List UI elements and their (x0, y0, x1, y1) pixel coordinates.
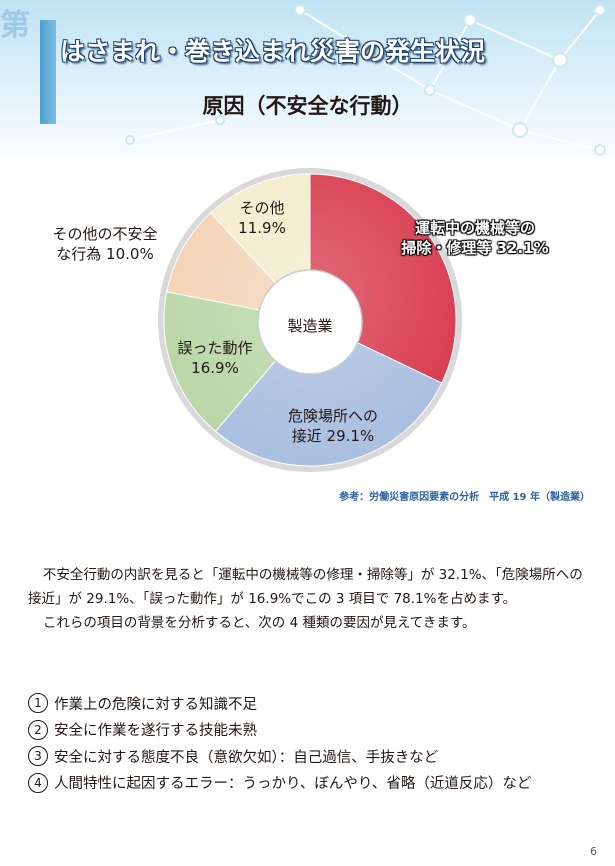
page-subtitle: 原因（不安全な行動） (202, 94, 413, 118)
chapter-char: 第 (0, 8, 30, 43)
slice-label-operation-line1: 運転中の機械等の (414, 219, 535, 237)
factor-number: 4 (28, 772, 48, 793)
header-background (0, 0, 615, 170)
slice-label-other-unsafe-line2: な行為 10.0% (56, 245, 154, 263)
factor-item: 4 人間特性に起因するエラー：うっかり、ぼんやり、省略（近道反応）など (28, 772, 608, 794)
pie-chart (158, 168, 462, 472)
slice-label-approach-line1: 危険場所への (287, 407, 378, 425)
pie-center-label: 製造業 (287, 317, 333, 335)
factor-item: 1 作業上の危険に対する知識不足 (28, 692, 608, 714)
page-title: はさまれ・巻き込まれ災害の発生状況 (60, 37, 486, 66)
slice-label-operation-line2: 掃除・修理等 32.1% (401, 239, 549, 257)
page-number: 6 (590, 845, 597, 858)
factor-text: 安全に対する態度不良（意欲欠如）：自己過信、手抜きなど (54, 749, 439, 766)
body-text: 不安全行動の内訳を見ると「運転中の機械等の修理・掃除等」が 32.1%、「危険場… (28, 563, 588, 635)
factor-item: 3 安全に対する態度不良（意欲欠如）：自己過信、手抜きなど (28, 745, 608, 767)
factor-list: 1 作業上の危険に対する知識不足 2 安全に作業を遂行する技能未熟 3 安全に対… (28, 692, 608, 798)
chapter-bar (40, 20, 56, 124)
factor-number: 2 (28, 719, 48, 740)
body-paragraph-1: 不安全行動の内訳を見ると「運転中の機械等の修理・掃除等」が 32.1%、「危険場… (28, 567, 583, 607)
source-note: 参考：労働災害原因要素の分析 平成 19 年（製造業） (339, 492, 590, 503)
slice-label-other-unsafe: その他の不安全 な行為 10.0% (35, 224, 175, 264)
slice-label-other-unsafe-line1: その他の不安全 (52, 225, 158, 243)
body-paragraph-2: これらの項目の背景を分析すると、次の 4 種類の要因が見えてきます。 (42, 615, 476, 631)
slice-label-operation: 運転中の機械等の 掃除・修理等 32.1% (380, 218, 570, 258)
factor-text: 安全に作業を遂行する技能未熟 (54, 723, 257, 739)
slice-label-mistake-line1: 誤った動作 (177, 339, 253, 357)
slice-label-other-line2: 11.9% (238, 219, 286, 237)
pie-center-hole (257, 269, 363, 375)
network-decoration (125, 4, 606, 156)
slice-label-other-line1: その他 (239, 199, 285, 217)
factor-item: 2 安全に作業を遂行する技能未熟 (28, 719, 608, 741)
slice-label-mistake-line2: 16.9% (191, 359, 239, 377)
factor-number: 3 (28, 746, 48, 766)
slice-label-mistake: 誤った動作 16.9% (165, 338, 265, 378)
slice-label-approach-line2: 接近 29.1% (291, 427, 375, 445)
factor-number: 1 (28, 693, 48, 713)
factor-text: 作業上の危険に対する知識不足 (54, 696, 257, 713)
slice-label-approach: 危険場所への 接近 29.1% (268, 406, 398, 446)
slice-label-other: その他 11.9% (222, 198, 302, 238)
factor-text: 人間特性に起因するエラー：うっかり、ぼんやり、省略（近道反応）など (54, 776, 532, 792)
